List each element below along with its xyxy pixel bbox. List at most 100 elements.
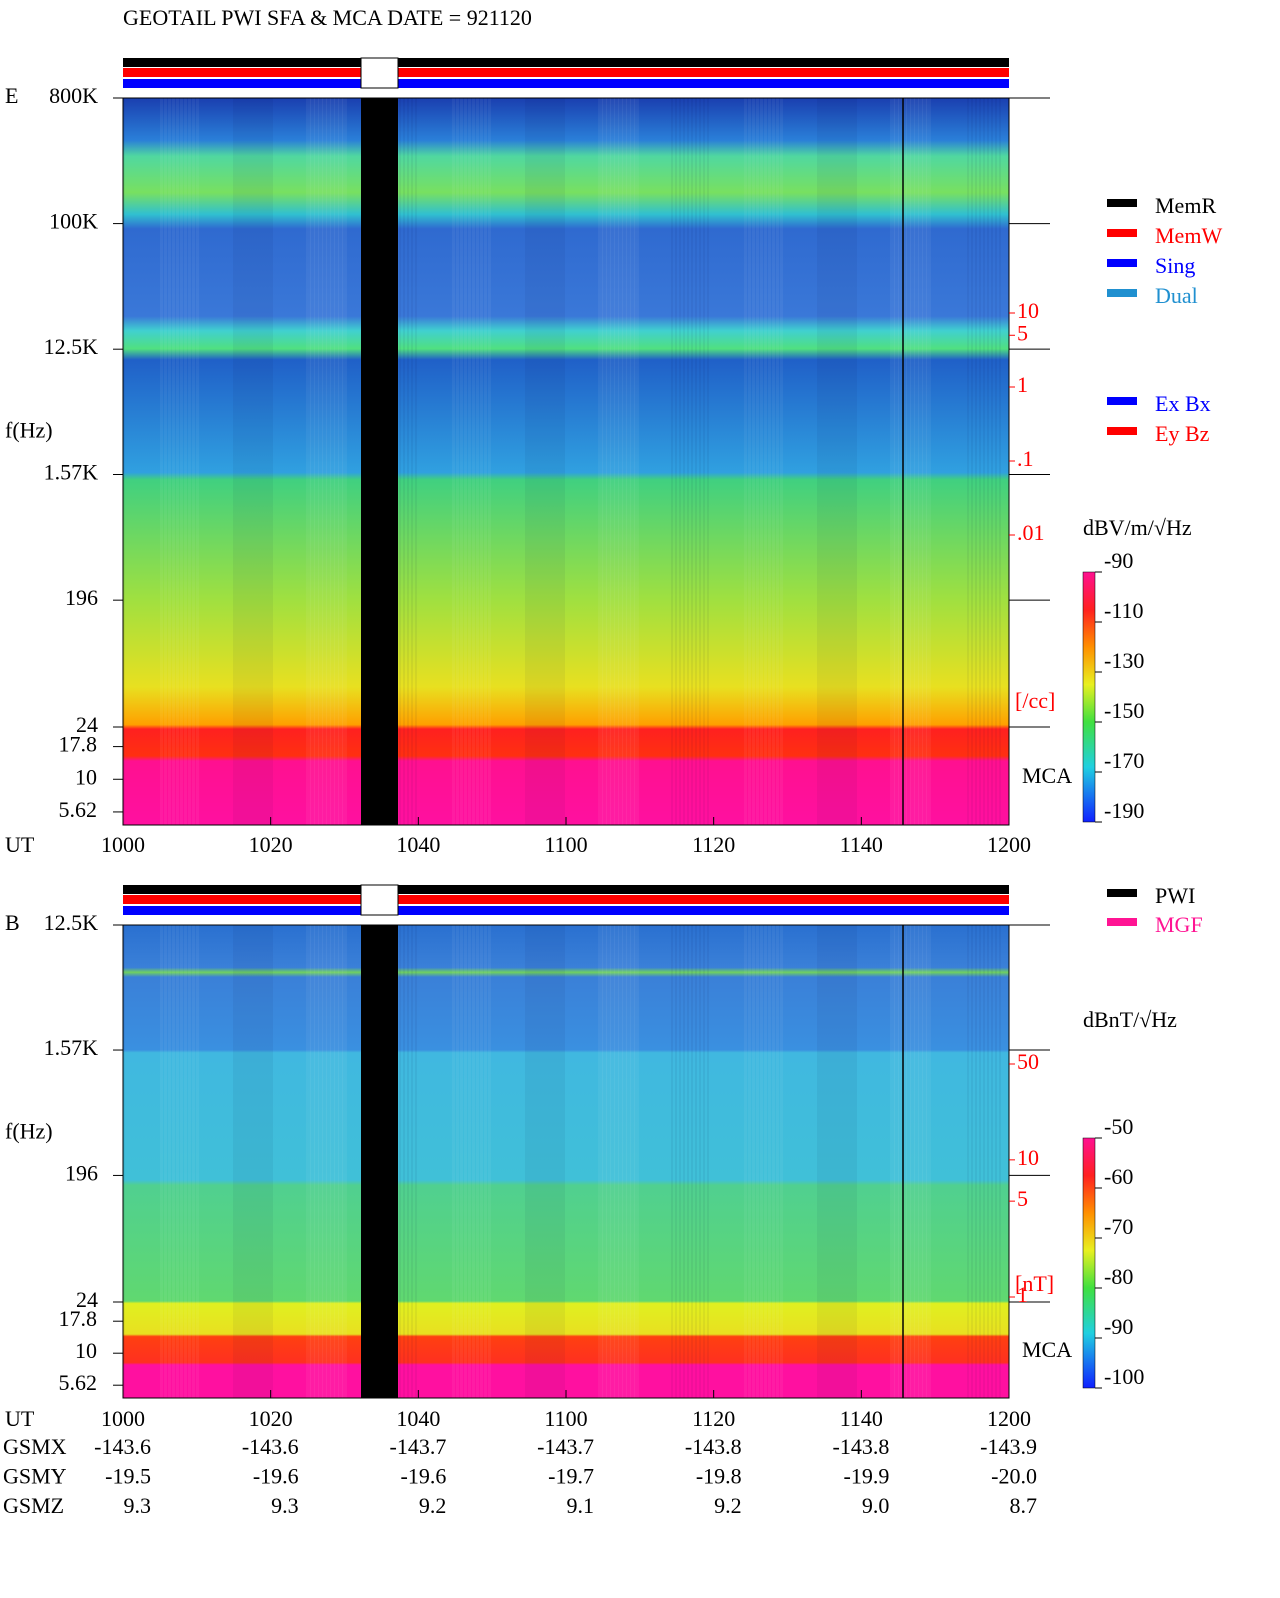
orbit-value: 9.3 [124, 1493, 152, 1518]
texture [164, 98, 167, 825]
y-tick-label: 24 [76, 712, 98, 737]
texture [780, 98, 783, 825]
texture [841, 925, 845, 1398]
texture [196, 925, 199, 1398]
texture [545, 98, 549, 825]
texture [265, 925, 269, 1398]
texture [525, 98, 529, 825]
mca-tick-label: 17.8 [59, 1306, 98, 1331]
texture [233, 925, 237, 1398]
texture [561, 98, 565, 825]
texture [626, 925, 631, 1398]
right-scale-label: 10 [1017, 1145, 1039, 1170]
orbit-value: 9.3 [271, 1493, 299, 1518]
texture [707, 98, 709, 825]
texture [691, 98, 693, 825]
texture [557, 925, 561, 1398]
texture [910, 98, 915, 825]
texture [780, 925, 783, 1398]
texture [756, 925, 759, 1398]
texture [342, 925, 347, 1398]
texture [330, 98, 335, 825]
panel-label: E [5, 83, 18, 108]
status-bar [123, 906, 1009, 915]
y-tick-label: 1.57K [44, 1035, 99, 1060]
texture [748, 98, 751, 825]
texture [172, 98, 175, 825]
texture [330, 925, 335, 1398]
status-gap [360, 57, 399, 89]
texture [995, 98, 997, 825]
texture [529, 98, 533, 825]
colorbar-label: dBnT/√Hz [1083, 1007, 1177, 1032]
texture [476, 925, 479, 1398]
texture [991, 925, 993, 1398]
orbit-label: GSMZ [3, 1493, 64, 1518]
status-bar [123, 68, 1009, 77]
texture [245, 98, 249, 825]
texture [634, 925, 639, 1398]
x-tick-label: 1120 [692, 1406, 735, 1431]
texture [237, 98, 241, 825]
texture [825, 98, 829, 825]
texture [196, 98, 199, 825]
texture [837, 925, 841, 1398]
y-tick-label: 196 [65, 585, 98, 610]
texture [671, 98, 673, 825]
texture [902, 925, 907, 1398]
texture [460, 925, 463, 1398]
texture [618, 98, 623, 825]
texture [322, 98, 327, 825]
colorbar-tick-label: -60 [1104, 1164, 1133, 1189]
y-tick-label: 12.5K [44, 910, 99, 935]
texture [322, 925, 327, 1398]
texture [488, 925, 491, 1398]
texture [310, 98, 315, 825]
texture [776, 98, 779, 825]
texture [602, 925, 607, 1398]
texture [971, 925, 973, 1398]
texture [460, 98, 463, 825]
orbit-label: GSMX [3, 1434, 67, 1459]
texture [160, 98, 163, 825]
texture [472, 98, 475, 825]
colorbar-tick-label: -80 [1104, 1264, 1133, 1289]
x-tick-label: 1140 [840, 832, 883, 857]
texture [898, 98, 903, 825]
texture [979, 925, 981, 1398]
legend-label: MemW [1155, 223, 1222, 248]
right-scale-unit: [/cc] [1015, 688, 1055, 713]
texture [699, 925, 701, 1398]
texture [533, 98, 537, 825]
texture [902, 98, 907, 825]
texture [253, 98, 257, 825]
texture [772, 925, 775, 1398]
texture [744, 98, 747, 825]
texture [533, 925, 537, 1398]
orbit-value: -143.8 [833, 1434, 890, 1459]
texture [192, 925, 195, 1398]
texture [269, 98, 273, 825]
texture [407, 925, 409, 1398]
status-bar [123, 79, 1009, 88]
texture [541, 925, 545, 1398]
texture [249, 98, 253, 825]
texture [821, 98, 825, 825]
texture [995, 925, 997, 1398]
texture [241, 925, 245, 1398]
texture [837, 98, 841, 825]
texture [999, 98, 1001, 825]
texture [549, 925, 553, 1398]
orbit-label: GSMY [3, 1464, 67, 1489]
colorbar-tick-label: -110 [1104, 598, 1144, 623]
texture [918, 925, 923, 1398]
texture [922, 925, 927, 1398]
texture [853, 98, 857, 825]
texture [675, 925, 677, 1398]
texture [168, 925, 171, 1398]
y-tick-label: 800K [49, 83, 98, 108]
texture [468, 98, 471, 825]
mca-tick-label: 10 [75, 764, 97, 789]
texture [703, 98, 705, 825]
